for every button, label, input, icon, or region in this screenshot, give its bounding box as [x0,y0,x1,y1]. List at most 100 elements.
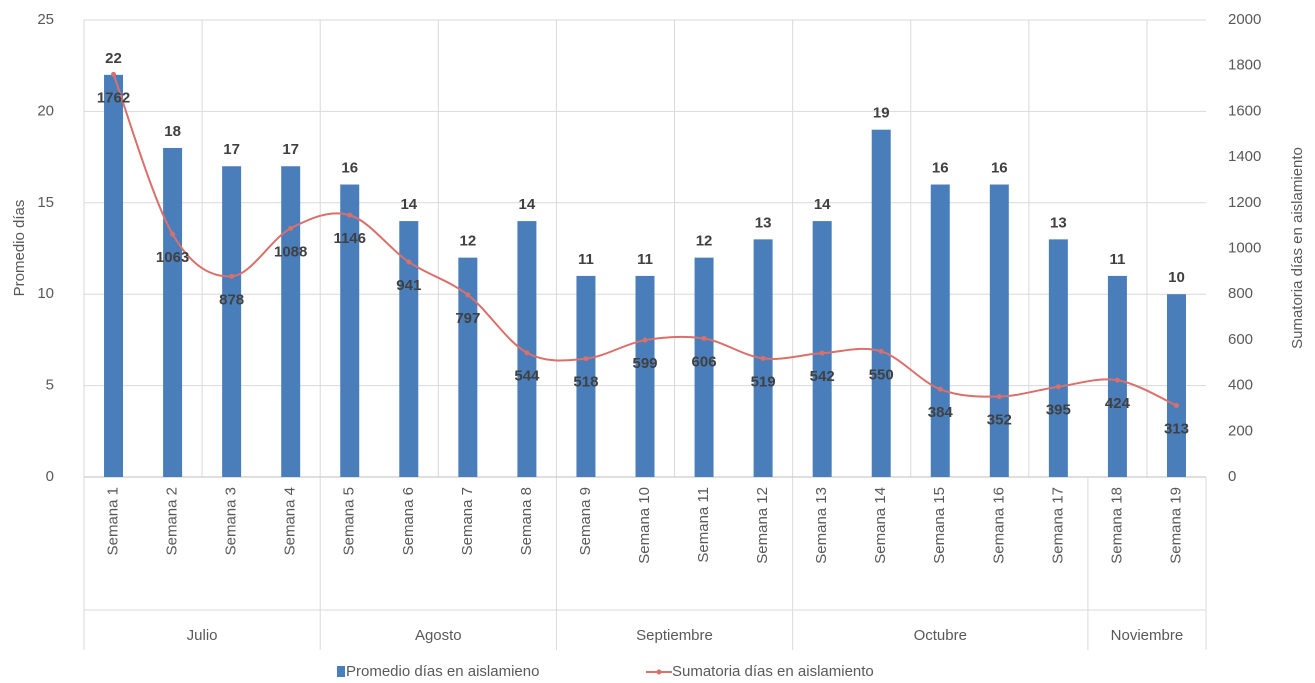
legend-swatch [337,666,345,677]
bar-label: 17 [223,141,240,158]
line-point [583,356,589,362]
bar [694,257,714,477]
line-point [1114,377,1120,383]
bar [871,129,891,477]
line-point [878,348,884,354]
line-point [406,259,412,265]
bar-label: 19 [873,105,890,122]
bar-label: 11 [578,251,594,268]
bar-label: 17 [282,141,299,158]
bar [1166,294,1186,477]
bar-label: 13 [1050,214,1067,231]
x-tick-label: Semana 11 [695,487,712,563]
y-tick-label: 5 [46,377,54,394]
y-tick-label: 20 [37,102,54,119]
y-tick-label: 10 [37,285,54,302]
x-tick-label: Semana 7 [459,487,476,555]
y-tick-label: 0 [46,468,54,485]
line-label: 878 [219,291,244,308]
line-point [701,336,707,342]
group-label: Septiembre [636,627,713,644]
y2-tick-label: 600 [1228,331,1253,348]
y2-tick-label: 1600 [1228,102,1261,119]
line-label: 352 [987,412,1012,429]
line-point [111,71,117,77]
line-point [760,355,766,361]
y2-tick-label: 1200 [1228,194,1261,211]
line-label: 519 [751,373,776,390]
line-label: 313 [1164,420,1189,437]
x-tick-label: Semana 8 [518,487,535,555]
x-tick-label: Semana 6 [400,487,417,555]
x-tick-label: Semana 10 [636,487,653,564]
bar-label: 16 [991,159,1008,176]
x-tick-label: Semana 15 [931,487,948,564]
bar-label: 14 [519,196,536,213]
bar [281,166,301,478]
legend-label: Sumatoria días en aislamiento [672,663,874,680]
x-tick-label: Semana 14 [872,487,889,564]
bar [458,257,478,477]
line-point [996,394,1002,400]
x-tick-label: Semana 3 [223,487,240,555]
line-label: 395 [1046,402,1071,419]
line-label: 384 [928,404,954,421]
x-tick-label: Semana 17 [1049,487,1066,564]
x-tick-label: Semana 5 [341,487,358,555]
bar [340,184,360,477]
line-label: 544 [514,368,540,385]
line-point [465,292,471,298]
group-label: Octubre [914,627,967,644]
x-tick-label: Semana 2 [164,487,181,555]
line-point [1055,384,1061,390]
bar-label: 10 [1168,269,1185,286]
y-tick-label: 25 [37,11,54,28]
line-point [524,350,530,356]
bar-label: 16 [341,159,358,176]
bar-label: 14 [400,196,417,213]
y-tick-label: 15 [37,194,54,211]
line-label: 1146 [333,230,366,247]
bar-label: 22 [105,50,122,67]
bar [576,275,596,477]
line-point [288,225,294,231]
y2-tick-label: 400 [1228,377,1253,394]
line-label: 550 [869,366,894,383]
group-label: Agosto [415,627,462,644]
group-label: Julio [187,627,218,644]
y2-tick-label: 800 [1228,285,1253,302]
y2-axis-title: Sumatoria días en aislamiento [1289,147,1306,349]
x-tick-label: Semana 19 [1167,487,1184,564]
line-label: 797 [455,310,480,327]
y2-tick-label: 1400 [1228,148,1261,165]
x-tick-label: Semana 9 [577,487,594,555]
legend-point [656,669,662,675]
bar [989,184,1009,477]
line-point [642,337,648,343]
line-label: 518 [573,374,598,391]
y-axis-title: Promedio días [11,200,28,297]
line [112,74,1177,407]
line-point [937,386,943,392]
bar-label: 11 [1109,251,1125,268]
line-point [1173,402,1179,408]
line-point [170,231,176,237]
bar-label: 12 [459,233,476,250]
y2-tick-label: 1000 [1228,239,1261,256]
bar [930,184,950,477]
x-tick-label: Semana 12 [754,487,771,564]
y2-tick-label: 0 [1228,468,1236,485]
line-label: 941 [396,277,421,294]
bar-label: 16 [932,159,949,176]
bar-label: 11 [637,251,653,268]
bar [222,166,242,478]
x-tick-label: Semana 18 [1108,487,1125,564]
bar [104,74,124,477]
x-tick-label: Semana 4 [282,487,299,555]
line-point [819,350,825,356]
legend-label: Promedio días en aislamieno [346,663,539,680]
y2-tick-label: 2000 [1228,11,1261,28]
line-label: 599 [632,355,657,372]
bar [635,275,655,477]
